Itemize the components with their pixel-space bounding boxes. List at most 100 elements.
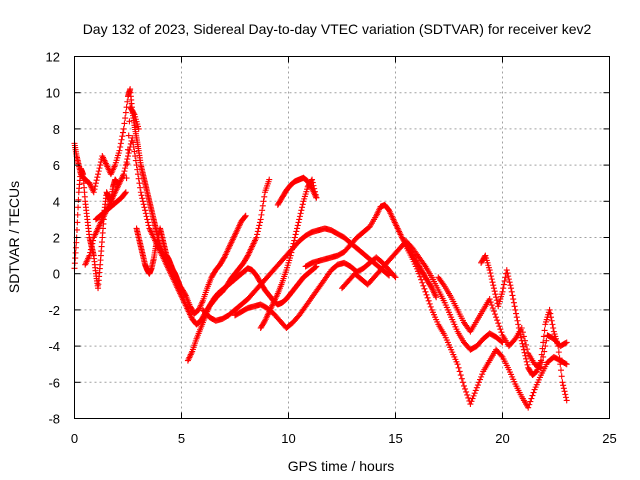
data-point	[135, 175, 142, 182]
data-point	[123, 175, 130, 182]
data-point	[241, 213, 248, 220]
data-point	[90, 189, 97, 196]
data-point	[465, 394, 472, 401]
data-point	[130, 144, 137, 150]
data-point	[546, 306, 553, 313]
data-point	[518, 334, 525, 341]
data-point	[72, 244, 79, 251]
series-track-n	[478, 252, 570, 404]
data-point	[122, 115, 129, 122]
data-point	[477, 376, 484, 383]
data-point	[309, 176, 316, 183]
data-point	[510, 299, 517, 306]
data-point	[527, 398, 534, 405]
data-point	[131, 148, 138, 155]
data-point	[560, 385, 567, 392]
data-point	[254, 231, 261, 238]
data-point	[501, 277, 508, 284]
data-point	[92, 183, 99, 190]
data-point	[296, 213, 303, 220]
data-point	[141, 204, 148, 211]
data-point	[419, 279, 426, 286]
data-point	[118, 136, 125, 143]
data-point	[421, 285, 428, 292]
data-point	[455, 364, 462, 371]
data-point	[562, 360, 569, 367]
data-point	[561, 388, 568, 395]
data-point	[555, 343, 562, 350]
data-point	[290, 240, 297, 247]
data-point	[139, 198, 146, 205]
data-point	[74, 211, 81, 218]
data-point	[563, 397, 570, 404]
data-point	[511, 303, 518, 310]
data-point	[119, 133, 126, 140]
data-point	[313, 194, 320, 201]
data-point	[261, 318, 268, 325]
data-point	[523, 358, 530, 365]
y-tick-label: 10	[46, 86, 60, 101]
data-point	[121, 120, 128, 127]
data-point	[256, 219, 263, 226]
data-point	[91, 186, 98, 193]
data-point	[294, 225, 301, 232]
data-point	[475, 379, 482, 386]
data-point	[549, 321, 556, 328]
data-point	[498, 329, 505, 336]
data-point	[145, 222, 152, 229]
data-point	[425, 297, 432, 304]
data-point	[556, 355, 563, 362]
data-point	[124, 160, 131, 167]
data-point	[72, 249, 79, 256]
data-point	[488, 302, 495, 309]
data-point	[523, 355, 530, 362]
y-tick-label: 4	[53, 194, 60, 209]
data-point	[471, 390, 478, 397]
data-point	[499, 288, 506, 295]
data-point	[463, 388, 470, 395]
data-point	[125, 146, 131, 153]
data-point	[555, 349, 562, 356]
data-point	[297, 210, 304, 217]
data-point	[125, 132, 132, 139]
data-point	[287, 252, 294, 259]
data-point	[129, 139, 136, 146]
data-point	[144, 216, 151, 223]
data-point	[506, 279, 513, 286]
data-point	[312, 264, 319, 271]
data-point	[289, 246, 296, 253]
data-point	[505, 273, 512, 280]
data-point	[468, 398, 475, 405]
data-point	[289, 243, 296, 250]
data-point	[508, 285, 515, 292]
data-point	[132, 157, 139, 164]
data-point	[428, 283, 435, 290]
data-point	[420, 282, 427, 289]
data-point	[541, 327, 548, 334]
data-point	[538, 351, 545, 358]
x-tick-label: 25	[602, 431, 616, 446]
data-point	[486, 267, 493, 274]
y-tick-label: 6	[53, 158, 60, 173]
data-point	[220, 255, 227, 262]
data-point	[424, 294, 431, 301]
data-point	[257, 216, 264, 223]
data-point	[92, 180, 99, 187]
data-point	[182, 291, 189, 298]
data-point	[456, 368, 463, 375]
data-point	[520, 333, 527, 340]
x-tick-label: 5	[178, 431, 185, 446]
data-point	[253, 234, 260, 241]
data-point	[139, 195, 146, 202]
data-point	[97, 162, 104, 169]
data-point	[258, 211, 265, 218]
data-point	[502, 274, 509, 281]
data-point	[416, 270, 423, 277]
data-point	[74, 219, 81, 226]
data-point	[72, 255, 79, 262]
data-point	[129, 134, 136, 141]
data-point	[142, 207, 149, 214]
data-point	[294, 222, 301, 229]
data-point	[128, 137, 135, 144]
y-tick-label: -2	[48, 303, 60, 318]
